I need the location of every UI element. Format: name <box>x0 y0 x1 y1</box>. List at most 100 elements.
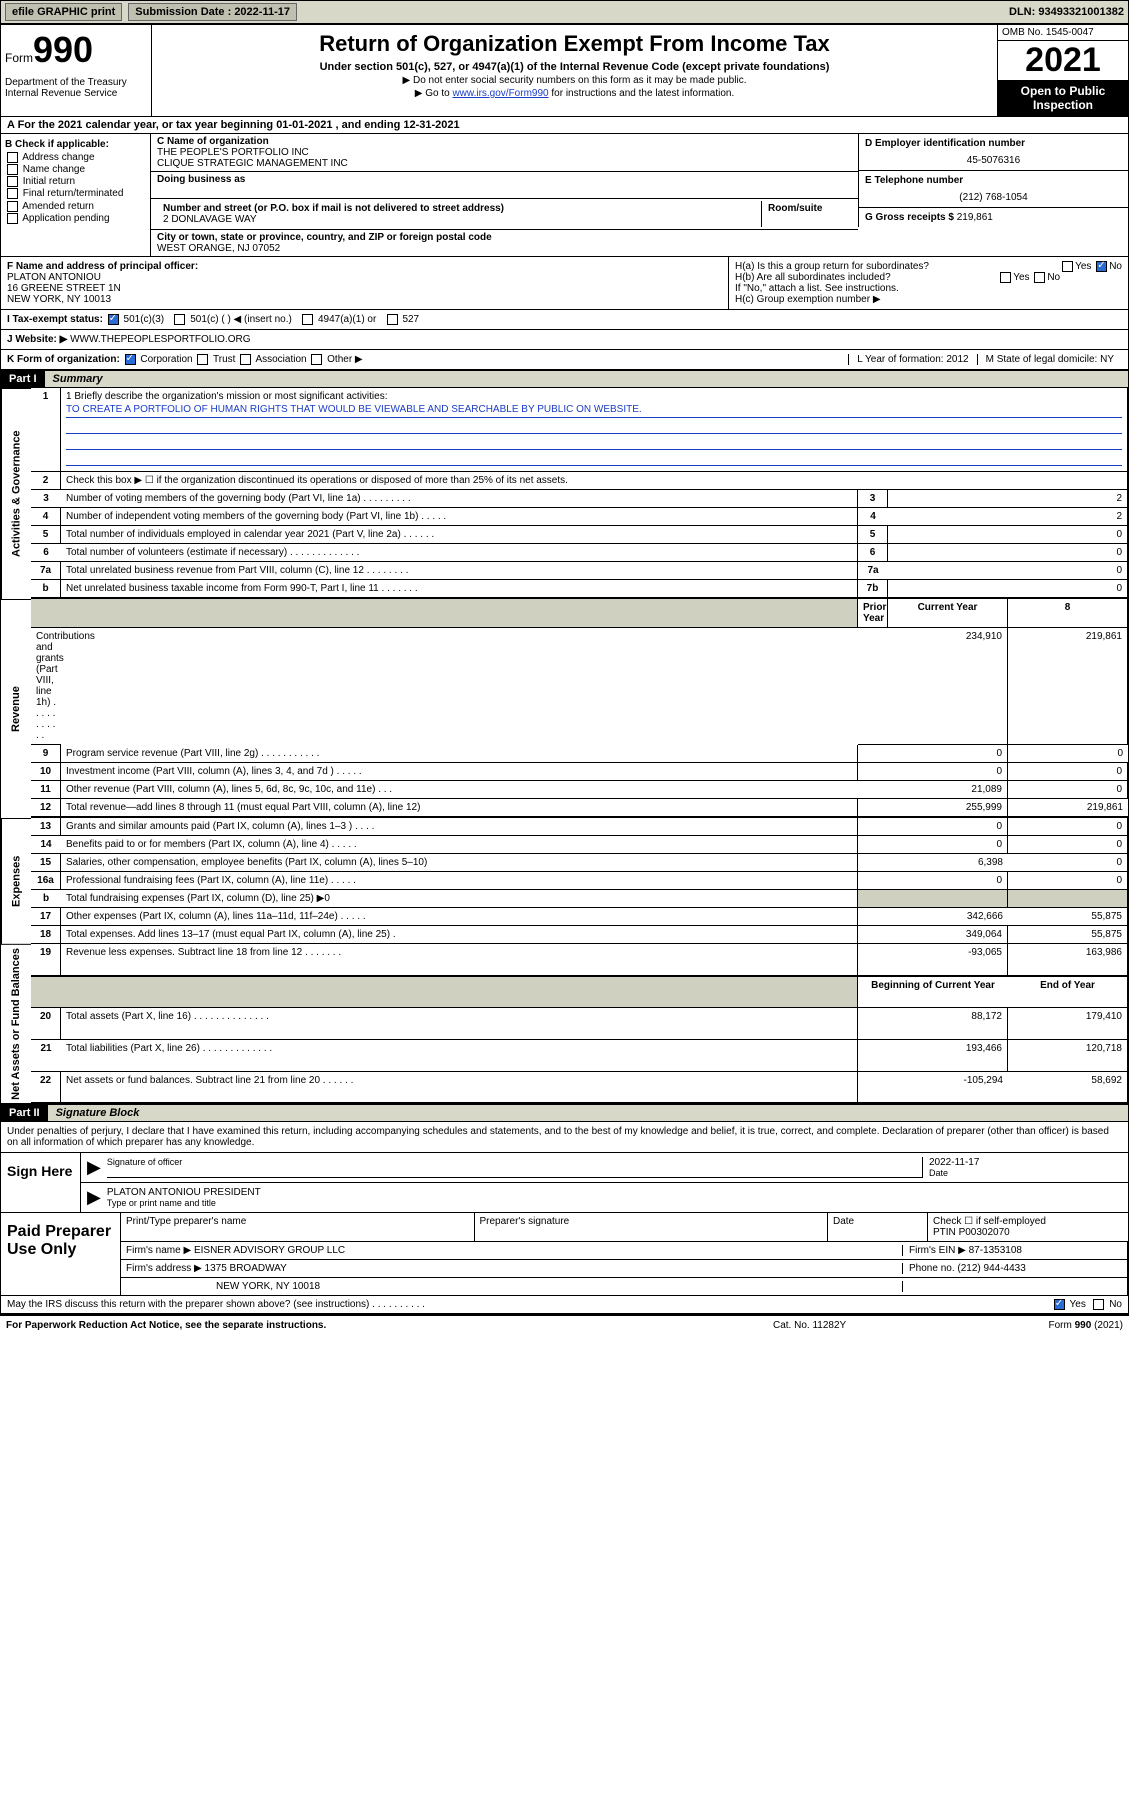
curr-18: 55,875 <box>1008 926 1128 944</box>
curr-19: 163,986 <box>1008 944 1128 977</box>
summary-grid: Activities & Governance 1 1 Briefly desc… <box>0 388 1129 1104</box>
checkbox-discuss-yes[interactable] <box>1054 1299 1065 1310</box>
vlabel-revenue: Revenue <box>1 599 31 818</box>
curr-13: 0 <box>1008 818 1128 836</box>
curr-12: 219,861 <box>1008 799 1128 818</box>
val-3: 2 <box>888 490 1128 508</box>
checkbox-hb-no[interactable] <box>1034 272 1045 283</box>
checkbox-ha-no[interactable] <box>1096 261 1107 272</box>
officer-addr2: NEW YORK, NY 10013 <box>7 294 722 305</box>
form-note-ssn: ▶ Do not enter social security numbers o… <box>156 75 993 86</box>
tax-year: 2021 <box>998 41 1128 80</box>
discuss-row: May the IRS discuss this return with the… <box>0 1296 1129 1314</box>
checkbox-final-return[interactable] <box>7 188 18 199</box>
checkbox-527[interactable] <box>387 314 398 325</box>
part1-header: Part I Summary <box>0 370 1129 388</box>
vlabel-expenses: Expenses <box>1 818 31 944</box>
hdr-begin: Beginning of Current Year <box>858 977 1008 1009</box>
dln-label: DLN: 93493321001382 <box>1009 6 1124 18</box>
begin-20: 88,172 <box>858 1008 1008 1040</box>
checkbox-4947[interactable] <box>302 314 313 325</box>
efile-print-button[interactable]: efile GRAPHIC print <box>5 3 122 21</box>
checkbox-ha-yes[interactable] <box>1062 261 1073 272</box>
mission-block: 1 Briefly describe the organization's mi… <box>61 388 1128 472</box>
val-5: 0 <box>888 526 1128 544</box>
checkbox-501c[interactable] <box>174 314 185 325</box>
cat-no: Cat. No. 11282Y <box>773 1320 973 1331</box>
city-label: City or town, state or province, country… <box>157 232 852 243</box>
sig-name-label: Type or print name and title <box>107 1198 1122 1208</box>
begin-21: 193,466 <box>858 1040 1008 1072</box>
prior-12: 255,999 <box>858 799 1008 818</box>
form-ref: Form 990 (2021) <box>973 1320 1123 1331</box>
ha-label: H(a) Is this a group return for subordin… <box>735 261 929 272</box>
website-row: J Website: ▶ WWW.THEPEOPLESPORTFOLIO.ORG <box>0 330 1129 350</box>
checkbox-discuss-no[interactable] <box>1093 1299 1104 1310</box>
firm-phone: (212) 944-4433 <box>957 1263 1025 1274</box>
hdr-prior: Prior Year <box>858 599 888 628</box>
sig-officer-label: Signature of officer <box>107 1157 922 1167</box>
form-number: 990 <box>33 29 93 70</box>
checkbox-corporation[interactable] <box>125 354 136 365</box>
begin-22: -105,294 <box>858 1072 1008 1104</box>
sign-here-block: Sign Here ▶ Signature of officer 2022-11… <box>0 1153 1129 1213</box>
hdr-end: End of Year <box>1008 977 1128 1009</box>
end-21: 120,718 <box>1008 1040 1128 1072</box>
checkbox-trust[interactable] <box>197 354 208 365</box>
prior-14: 0 <box>858 836 1008 854</box>
entity-block: B Check if applicable: Address change Na… <box>0 134 1129 257</box>
firm-name: EISNER ADVISORY GROUP LLC <box>194 1245 345 1256</box>
sig-date-label: Date <box>929 1168 1122 1178</box>
mission-text: TO CREATE A PORTFOLIO OF HUMAN RIGHTS TH… <box>66 404 1122 418</box>
submission-date-button[interactable]: Submission Date : 2022-11-17 <box>128 3 297 21</box>
ptin-value: P00302070 <box>959 1227 1010 1238</box>
checkbox-association[interactable] <box>240 354 251 365</box>
sig-date: 2022-11-17 <box>929 1157 1122 1168</box>
checkbox-amended-return[interactable] <box>7 201 18 212</box>
prep-h2: Preparer's signature <box>475 1213 829 1242</box>
checkbox-hb-yes[interactable] <box>1000 272 1011 283</box>
prep-h1: Print/Type preparer's name <box>121 1213 475 1242</box>
omb-number: OMB No. 1545-0047 <box>998 25 1128 41</box>
firm-addr2: NEW YORK, NY 10018 <box>126 1281 902 1292</box>
officer-name: PLATON ANTONIOU <box>7 272 722 283</box>
signature-arrow-icon-2: ▶ <box>87 1187 101 1208</box>
prior-16a: 0 <box>858 872 1008 890</box>
paid-preparer-block: Paid Preparer Use Only Print/Type prepar… <box>0 1213 1129 1296</box>
form-title-block: Return of Organization Exempt From Incom… <box>151 25 998 116</box>
curr-14: 0 <box>1008 836 1128 854</box>
inspection-badge: Open to Public Inspection <box>998 80 1128 116</box>
header-right-block: OMB No. 1545-0047 2021 Open to Public In… <box>998 25 1128 116</box>
curr-17: 55,875 <box>1008 908 1128 926</box>
form-word: Form <box>5 51 33 65</box>
checkbox-other[interactable] <box>311 354 322 365</box>
org-city: WEST ORANGE, NJ 07052 <box>157 243 852 254</box>
prior-13: 0 <box>858 818 1008 836</box>
checkbox-501c3[interactable] <box>108 314 119 325</box>
org-name-2: CLIQUE STRATEGIC MANAGEMENT INC <box>157 158 852 169</box>
org-info: C Name of organization THE PEOPLE'S PORT… <box>151 134 858 256</box>
irs-link[interactable]: www.irs.gov/Form990 <box>452 88 548 99</box>
sig-name: PLATON ANTONIOU PRESIDENT <box>107 1187 1122 1198</box>
prior-9: 0 <box>858 745 1008 763</box>
end-22: 58,692 <box>1008 1072 1128 1104</box>
org-name-1: THE PEOPLE'S PORTFOLIO INC <box>157 147 852 158</box>
org-name-label: C Name of organization <box>157 136 852 147</box>
tax-exempt-row: I Tax-exempt status: 501(c)(3) 501(c) ( … <box>0 310 1129 330</box>
val-7b: 0 <box>888 580 1128 599</box>
officer-addr1: 16 GREENE STREET 1N <box>7 283 722 294</box>
checkbox-initial-return[interactable] <box>7 176 18 187</box>
checkbox-name-change[interactable] <box>7 164 18 175</box>
checkbox-application-pending[interactable] <box>7 213 18 224</box>
state-domicile: M State of legal domicile: NY <box>977 354 1122 365</box>
dba-label: Doing business as <box>157 174 852 185</box>
form-org-row: K Form of organization: Corporation Trus… <box>0 350 1129 370</box>
tel-label: E Telephone number <box>865 175 1122 186</box>
section-a-taxyear: A For the 2021 calendar year, or tax yea… <box>0 117 1129 134</box>
prior-15: 6,398 <box>858 854 1008 872</box>
vlabel-governance: Activities & Governance <box>1 388 31 599</box>
ein-value: 45-5076316 <box>865 155 1122 166</box>
curr-11: 0 <box>1008 781 1128 799</box>
checkbox-address-change[interactable] <box>7 152 18 163</box>
prior-8: 234,910 <box>858 628 1008 745</box>
